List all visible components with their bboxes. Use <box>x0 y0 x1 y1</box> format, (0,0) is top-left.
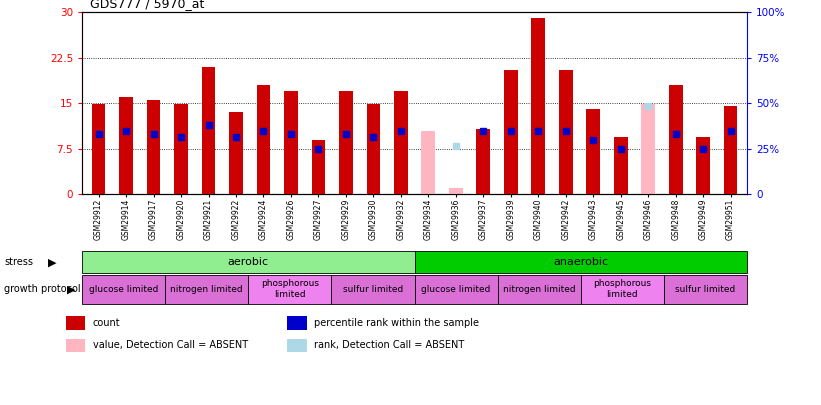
Bar <box>287 316 307 330</box>
Text: value, Detection Call = ABSENT: value, Detection Call = ABSENT <box>93 340 248 350</box>
Bar <box>284 91 298 194</box>
Bar <box>394 91 408 194</box>
Bar <box>421 130 435 194</box>
Text: glucose limited: glucose limited <box>89 285 158 294</box>
Bar <box>66 316 85 330</box>
Text: phosphorous
limited: phosphorous limited <box>261 279 319 299</box>
Bar <box>332 275 415 304</box>
Bar <box>531 18 545 194</box>
Bar <box>504 70 518 194</box>
Bar <box>614 137 627 194</box>
Bar <box>581 275 664 304</box>
Bar <box>696 137 710 194</box>
Bar <box>664 275 747 304</box>
Bar <box>669 85 682 194</box>
Bar <box>287 339 307 352</box>
Bar <box>165 275 248 304</box>
Bar <box>449 188 463 194</box>
Bar <box>586 109 600 194</box>
Text: growth protocol: growth protocol <box>4 284 80 294</box>
Bar <box>174 104 188 194</box>
Bar <box>119 97 133 194</box>
Bar <box>724 107 737 194</box>
Bar <box>66 339 85 352</box>
Text: phosphorous
limited: phosphorous limited <box>594 279 651 299</box>
Bar <box>476 129 490 194</box>
Bar <box>82 251 415 273</box>
Bar <box>415 275 498 304</box>
Bar <box>641 104 655 194</box>
Text: stress: stress <box>4 257 33 267</box>
Text: rank, Detection Call = ABSENT: rank, Detection Call = ABSENT <box>314 340 465 350</box>
Text: count: count <box>93 318 121 328</box>
Bar <box>248 275 332 304</box>
Text: anaerobic: anaerobic <box>553 257 608 267</box>
Text: ▶: ▶ <box>67 284 76 294</box>
Bar <box>339 91 353 194</box>
Bar <box>202 67 215 194</box>
Bar <box>82 275 165 304</box>
Text: ▶: ▶ <box>48 257 56 267</box>
Bar <box>366 104 380 194</box>
Text: sulfur limited: sulfur limited <box>676 285 736 294</box>
Bar <box>229 113 243 194</box>
Text: sulfur limited: sulfur limited <box>343 285 403 294</box>
Text: nitrogen limited: nitrogen limited <box>503 285 576 294</box>
Text: aerobic: aerobic <box>227 257 269 267</box>
Text: GDS777 / 5970_at: GDS777 / 5970_at <box>90 0 204 10</box>
Bar <box>147 100 160 194</box>
Bar <box>311 140 325 194</box>
Bar <box>498 275 581 304</box>
Text: glucose limited: glucose limited <box>421 285 491 294</box>
Bar <box>92 104 105 194</box>
Bar <box>415 251 747 273</box>
Bar <box>257 85 270 194</box>
Text: nitrogen limited: nitrogen limited <box>171 285 243 294</box>
Text: percentile rank within the sample: percentile rank within the sample <box>314 318 479 328</box>
Bar <box>559 70 572 194</box>
